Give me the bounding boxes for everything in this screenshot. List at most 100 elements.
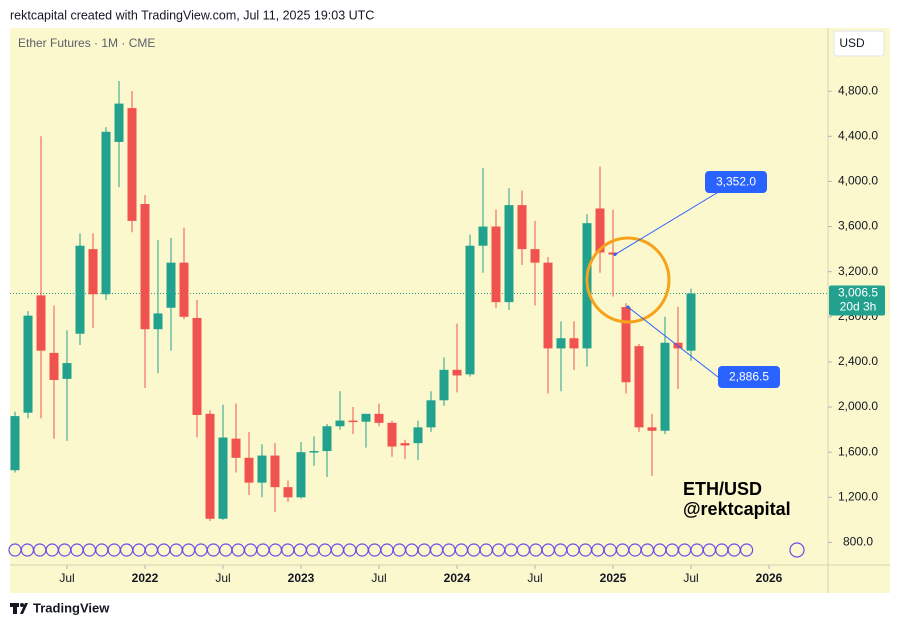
x-tick-label: 2024: [444, 571, 471, 585]
event-icon: [591, 543, 605, 557]
event-icon: [553, 543, 568, 557]
event-icon: [8, 543, 22, 557]
event-icon: [20, 543, 34, 557]
header: rektcapital created with TradingView.com…: [10, 8, 374, 22]
currency: USD: [839, 36, 865, 50]
event-icon: [702, 543, 717, 557]
event-icon: [789, 542, 805, 558]
event-icon: [603, 543, 617, 557]
candle-body: [75, 245, 85, 334]
annotation-label: 3,352.0: [716, 175, 756, 189]
candle-body: [504, 205, 514, 303]
x-tick-label: Jul: [59, 571, 74, 585]
y-tick-label: 2,400.0: [838, 354, 878, 368]
candle-body: [478, 226, 488, 246]
price-tag-label: 3,006.5: [838, 286, 878, 300]
candle-body: [348, 420, 358, 423]
logo: [10, 603, 28, 614]
event-icon: [318, 543, 332, 557]
event-icon: [219, 543, 233, 557]
x-tick-label: Jul: [683, 571, 698, 585]
annotation-box: [718, 366, 780, 388]
annotation-line: [614, 181, 736, 255]
event-icon: [454, 543, 468, 557]
candle-body: [88, 249, 98, 295]
candle-body: [322, 426, 332, 452]
y-tick-label: 3,200.0: [838, 264, 878, 278]
candle-body: [205, 413, 215, 519]
event-icon: [355, 543, 369, 557]
annotation-line: [627, 306, 719, 378]
candle-body: [10, 416, 20, 471]
candle-body: [413, 427, 423, 444]
event-icon: [182, 543, 196, 557]
candle-body: [101, 131, 111, 295]
event-icon: [405, 543, 419, 557]
event-icon: [107, 543, 121, 557]
candle-body: [309, 451, 319, 453]
x-tick-label: Jul: [527, 571, 542, 585]
candle-body: [127, 108, 137, 221]
event-icon: [70, 543, 84, 557]
currency-button[interactable]: [833, 30, 885, 57]
event-icon: [479, 543, 493, 557]
event-icon: [739, 543, 754, 557]
x-tick-label: 2022: [132, 571, 159, 585]
event-icon: [194, 543, 208, 557]
event-icon: [330, 543, 344, 557]
event-icon: [343, 543, 357, 557]
y-tick-label: 4,400.0: [838, 128, 878, 142]
watermark: @rektcapital: [683, 499, 791, 519]
x-tick-label: 2023: [288, 571, 315, 585]
y-tick-label: 3,600.0: [838, 219, 878, 233]
event-row: [8, 542, 805, 558]
annotation-point: [613, 253, 617, 257]
annotation-box: [705, 171, 767, 193]
y-tick-label: 4,000.0: [838, 174, 878, 188]
event-icon: [727, 543, 741, 557]
x-tick-label: Jul: [371, 571, 386, 585]
candle-body: [270, 455, 280, 488]
event-icon: [256, 543, 270, 557]
candle-body: [257, 455, 267, 483]
event-icon: [45, 543, 59, 557]
y-tick-label: 4,800.0: [838, 83, 878, 97]
candle-body: [23, 315, 33, 413]
candle-body: [686, 293, 696, 351]
candle-body: [543, 262, 553, 349]
candle-body: [621, 307, 631, 383]
candle-body: [244, 457, 254, 483]
candle-body: [595, 208, 605, 253]
annotation-point: [626, 305, 630, 309]
event-icon: [665, 543, 679, 557]
candle-body: [465, 245, 475, 375]
event-icon: [33, 543, 47, 557]
candle-body: [530, 249, 540, 263]
event-icon: [578, 543, 593, 557]
event-icon: [244, 543, 258, 557]
event-icon: [615, 543, 630, 557]
event-icon: [467, 543, 481, 557]
price-tag: [829, 285, 885, 316]
event-icon: [541, 543, 555, 557]
event-icon: [566, 543, 580, 557]
x-tick-label: 2026: [756, 571, 783, 585]
candle-body: [491, 226, 501, 303]
candle-body: [62, 363, 72, 379]
event-icon: [690, 543, 704, 557]
y-tick-label: 1,200.0: [838, 489, 878, 503]
event-icon: [281, 543, 295, 557]
event-icon: [231, 543, 245, 557]
candle-body: [647, 427, 657, 431]
event-icon: [677, 543, 692, 557]
candle-body: [361, 413, 371, 422]
annotation-label: 2,886.5: [729, 370, 769, 384]
event-icon: [268, 543, 282, 557]
event-icon: [628, 543, 642, 557]
candle-body: [231, 438, 241, 458]
event-icon: [206, 543, 220, 557]
event-icon: [653, 543, 667, 557]
event-icon: [144, 543, 158, 557]
candle-body: [660, 342, 670, 431]
